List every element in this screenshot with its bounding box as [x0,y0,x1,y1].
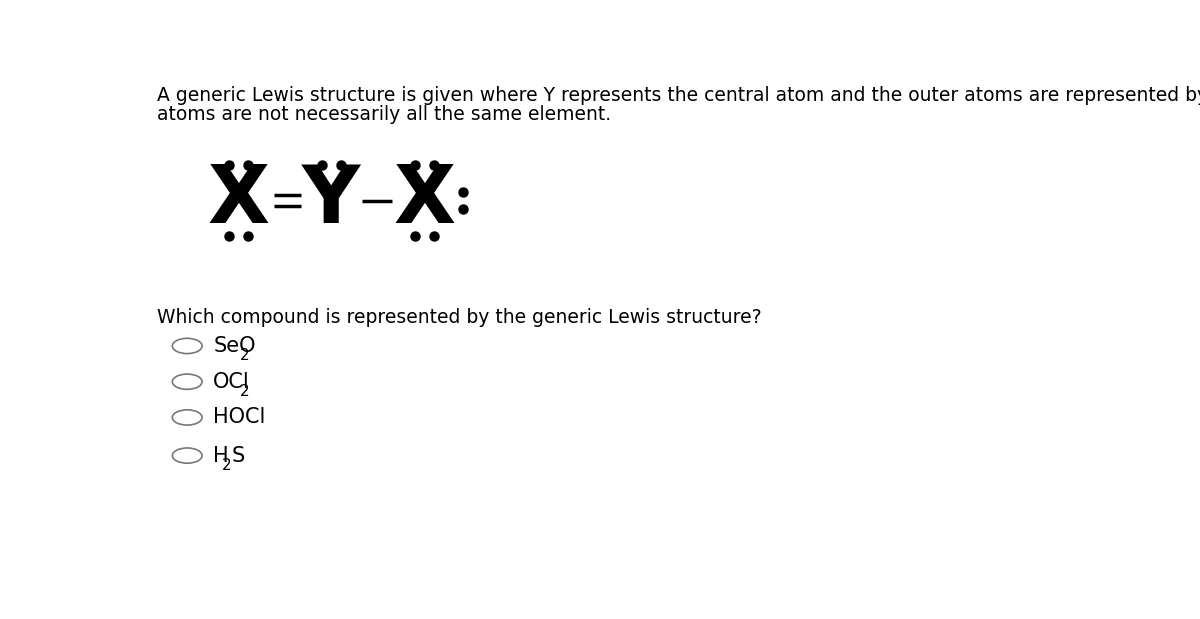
Text: X: X [208,162,270,240]
Text: SeO: SeO [214,336,256,356]
Text: 2: 2 [240,348,250,363]
Text: A generic Lewis structure is given where Y represents the central atom and the o: A generic Lewis structure is given where… [157,86,1200,105]
Text: 2: 2 [240,384,250,399]
Text: 2: 2 [222,457,232,473]
Text: atoms are not necessarily all the same element.: atoms are not necessarily all the same e… [157,105,612,124]
Text: HOCl: HOCl [214,407,265,428]
Text: Y: Y [302,162,360,240]
Text: Which compound is represented by the generic Lewis structure?: Which compound is represented by the gen… [157,308,762,327]
Text: S: S [232,446,245,465]
Text: OCl: OCl [214,371,250,392]
Text: H: H [214,446,229,465]
Text: X: X [394,162,456,240]
